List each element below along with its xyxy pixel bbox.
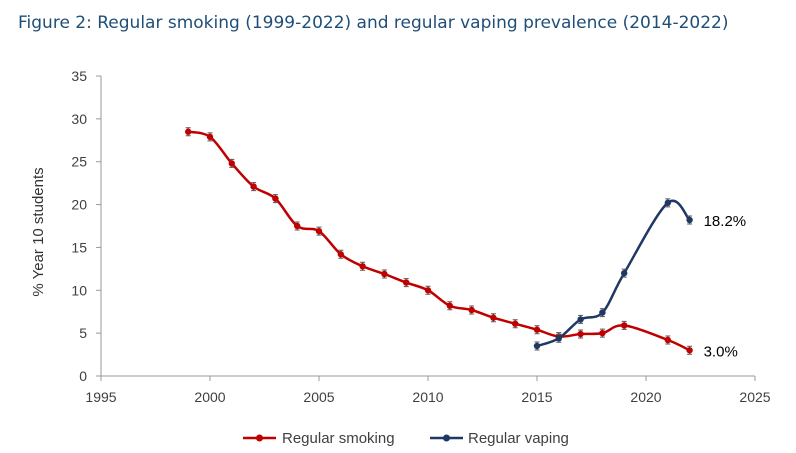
- y-tick-label: 30: [71, 111, 87, 127]
- data-point: [621, 269, 628, 277]
- legend-item-regular-smoking: Regular smoking: [243, 430, 395, 447]
- data-point: [294, 222, 301, 230]
- y-tick-label: 20: [71, 197, 87, 213]
- series-regular-smoking: 3.0%: [185, 127, 738, 360]
- data-point: [315, 227, 323, 235]
- data-point: [424, 287, 432, 294]
- data-point: [250, 183, 257, 190]
- x-tick-label: 2000: [194, 389, 225, 405]
- axes: [100, 76, 755, 377]
- series-layer: 3.0% 18.2%: [185, 127, 747, 360]
- x-tick-label: 2025: [739, 389, 770, 405]
- legend-swatch-marker: [256, 434, 263, 442]
- series-line-regular-smoking: [187, 130, 691, 352]
- data-point: [272, 195, 279, 202]
- data-point: [664, 199, 671, 207]
- data-point: [686, 347, 693, 354]
- legend: Regular smoking Regular vaping: [243, 430, 569, 447]
- data-point: [577, 330, 584, 338]
- legend-swatch-marker: [443, 434, 450, 442]
- x-tick-label: 2015: [521, 389, 552, 405]
- y-axis-ticks: 0 5 10 15 20 25 30 35: [71, 68, 101, 384]
- end-value-label-regular-vaping: 18.2%: [704, 213, 747, 230]
- chart-title: Figure 2: Regular smoking (1999-2022) an…: [18, 13, 729, 33]
- data-point: [468, 306, 475, 314]
- end-value-label-regular-smoking: 3.0%: [704, 343, 738, 360]
- x-tick-label: 2005: [303, 389, 334, 405]
- series-regular-vaping: 18.2%: [533, 198, 747, 351]
- series-line-regular-vaping: [536, 199, 691, 348]
- data-point: [337, 251, 344, 258]
- legend-label: Regular vaping: [468, 430, 569, 447]
- data-point: [664, 336, 671, 344]
- data-point: [577, 316, 584, 323]
- data-point: [599, 309, 606, 316]
- data-point: [599, 329, 606, 337]
- data-point: [185, 128, 192, 135]
- legend-label: Regular smoking: [282, 430, 395, 447]
- data-point: [533, 326, 541, 333]
- x-axis-ticks: 1995 2000 2005 2010 2015 2020 2025: [85, 376, 771, 405]
- data-point: [206, 133, 214, 141]
- y-tick-label: 25: [71, 154, 87, 170]
- data-point: [555, 335, 562, 342]
- data-point: [446, 302, 453, 309]
- data-point: [490, 314, 497, 321]
- data-point: [381, 270, 388, 278]
- data-point: [512, 320, 519, 327]
- x-tick-label: 2010: [412, 389, 443, 405]
- data-point: [228, 160, 235, 167]
- data-point: [359, 263, 366, 270]
- legend-item-regular-vaping: Regular vaping: [430, 430, 569, 447]
- x-tick-label: 2020: [630, 389, 661, 405]
- x-tick-label: 1995: [85, 389, 116, 405]
- y-tick-label: 10: [71, 282, 87, 298]
- data-point: [533, 342, 541, 350]
- y-tick-label: 0: [79, 368, 87, 384]
- y-tick-label: 5: [79, 325, 87, 341]
- y-tick-label: 15: [71, 239, 87, 255]
- data-point: [621, 322, 628, 329]
- y-axis-label: % Year 10 students: [30, 167, 47, 296]
- y-tick-label: 35: [71, 68, 87, 84]
- data-point: [686, 216, 693, 224]
- data-point: [403, 279, 410, 286]
